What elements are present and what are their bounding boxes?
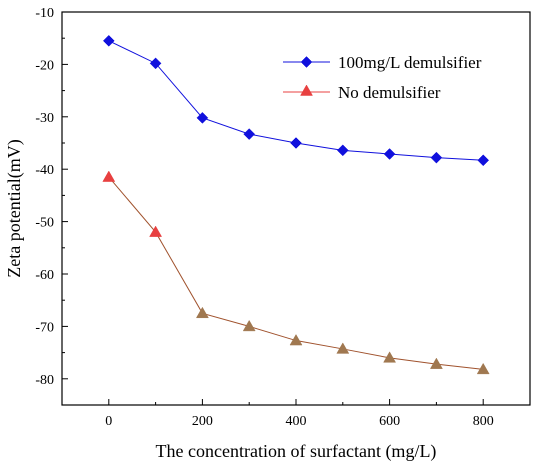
data-point [149, 225, 163, 237]
data-point [477, 154, 490, 167]
data-point [336, 342, 350, 354]
x-tick-label: 400 [286, 414, 307, 429]
x-tick-label: 0 [105, 414, 112, 429]
y-tick-label: -30 [35, 111, 54, 126]
x-tick-label: 200 [192, 414, 213, 429]
data-point [149, 57, 162, 70]
x-tick-label: 800 [473, 414, 494, 429]
y-tick-label: -10 [35, 6, 54, 21]
y-tick-label: -40 [35, 163, 54, 178]
y-tick-label: -70 [35, 320, 54, 335]
data-point [290, 137, 302, 149]
series-demulsifier [102, 34, 490, 167]
data-point [430, 151, 443, 164]
data-point [429, 357, 443, 369]
legend: 100mg/L demulsifier No demulsifier [283, 53, 482, 102]
legend-marker [300, 56, 313, 68]
data-point [289, 334, 303, 346]
series-layer [102, 34, 490, 375]
data-point [102, 34, 115, 47]
data-point [102, 170, 116, 182]
y-tick-label: -20 [35, 58, 54, 73]
data-point [383, 148, 396, 160]
legend-marker [300, 84, 313, 96]
y-tick-label: -50 [35, 216, 54, 231]
x-axis-title: The concentration of surfactant (mg/L) [156, 441, 437, 462]
y-tick-label: -60 [35, 268, 54, 283]
data-point [476, 362, 490, 375]
data-point [195, 306, 209, 319]
legend-label: 100mg/L demulsifier [338, 53, 482, 72]
legend-label: No demulsifier [338, 83, 441, 102]
x-axis: 0 200 400 600 800 [61, 399, 531, 429]
y-tick-label: -80 [35, 373, 54, 388]
data-point [243, 128, 256, 140]
data-point [336, 144, 349, 157]
y-axis: -10 -20 -30 -40 -50 -60 -70 -80 [35, 6, 68, 406]
data-point [383, 351, 397, 363]
data-point [242, 319, 256, 332]
legend-item: No demulsifier [283, 83, 441, 102]
data-point [196, 111, 209, 124]
series-no-demulsifier [102, 170, 490, 375]
y-axis-title: Zeta potential(mV) [4, 139, 25, 277]
x-tick-label: 600 [379, 414, 400, 429]
legend-item: 100mg/L demulsifier [283, 53, 482, 72]
